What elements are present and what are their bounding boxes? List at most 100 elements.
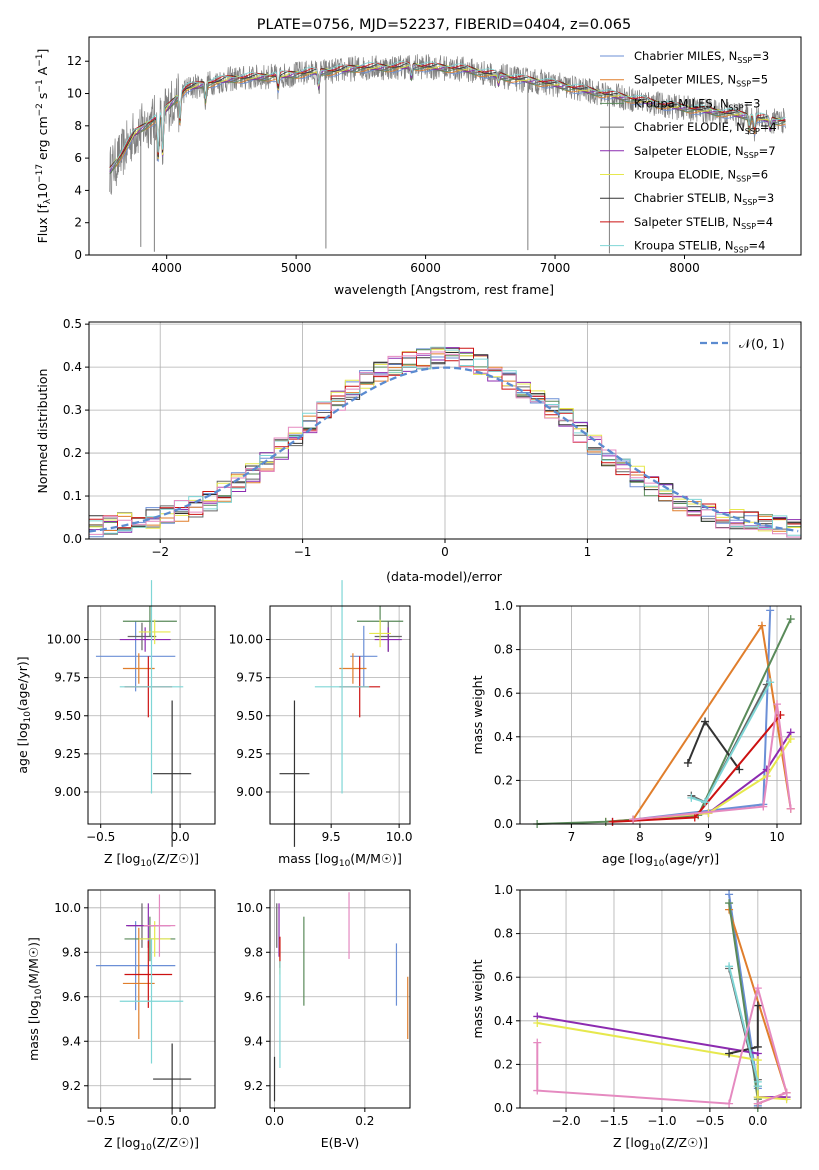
mass-vs-ebv-ytick-label: 9.4 <box>244 1034 263 1048</box>
residuals-xtick-label: −1 <box>294 545 312 559</box>
mass-vs-ebv-ytick-label: 9.8 <box>244 945 263 959</box>
weight-vs-z-xtick-label: −1.0 <box>647 1114 676 1128</box>
age-vs-mass-ytick-label: 9.00 <box>236 785 263 799</box>
mass-vs-z-ytick-label: 9.8 <box>62 945 81 959</box>
weight-vs-age-point-marker <box>683 758 692 767</box>
age-vs-z-ytick-label: 9.25 <box>54 747 81 761</box>
weight-vs-z-xlabel: Z [log10(Z/Z☉)] <box>613 1135 708 1153</box>
spectrum-frame <box>88 36 802 256</box>
weight-vs-age-xtick-label: 10 <box>769 830 784 844</box>
age-vs-z-frame <box>87 605 216 825</box>
mass-vs-z-ytick-label: 9.2 <box>62 1079 81 1093</box>
weight-vs-z-point-marker <box>753 984 762 993</box>
mass-vs-z-ytick-label: 9.4 <box>62 1034 81 1048</box>
weight-vs-age-point-marker <box>735 765 744 774</box>
legend-label: Salpeter ELODIE, NSSP=7 <box>634 144 776 160</box>
model-spectrum-line <box>109 67 786 173</box>
legend-label: Salpeter STELIB, NSSP=4 <box>634 215 773 231</box>
weight-vs-z-point-marker <box>725 1099 734 1108</box>
weight-vs-z-point-marker <box>753 1099 762 1108</box>
weight-vs-age-xtick-label: 9 <box>705 830 713 844</box>
weight-vs-z-ytick-label: 0.2 <box>494 1057 513 1071</box>
weight-vs-z-xtick-label: −0.5 <box>695 1114 724 1128</box>
weight-vs-age-ytick-label: 0.0 <box>494 817 513 831</box>
weight-vs-z-point-marker <box>533 1018 542 1027</box>
legend-label: Chabrier MILES, NSSP=3 <box>634 49 769 65</box>
weight-vs-z-ylabel: mass weight <box>470 959 485 1038</box>
residuals-frame <box>88 321 802 540</box>
weight-vs-z-ytick-label: 0.0 <box>494 1101 513 1115</box>
mass-vs-z-frame <box>87 889 216 1109</box>
age-vs-mass-frame <box>269 605 411 825</box>
age-vs-z-ylabel: age [log10(age/yr)] <box>15 656 33 773</box>
mass-vs-ebv-ytick-label: 9.2 <box>244 1079 263 1093</box>
mass-vs-ebv-ytick-label: 9.6 <box>244 990 263 1004</box>
age-vs-mass-ytick-label: 9.25 <box>236 747 263 761</box>
age-vs-z-xtick-label: −0.5 <box>86 830 115 844</box>
residual-histogram-step <box>89 351 801 538</box>
residuals-ytick-label: 0.1 <box>63 489 82 503</box>
age-vs-z-ytick-label: 9.00 <box>54 785 81 799</box>
spectrum-xtick-label: 6000 <box>410 261 441 275</box>
weight-vs-metallicity-panel: −2.0 −1.5 −1.0 −0.5 0.0 0.0 0.2 0.4 0.6 0.8 1.0 Z [… <box>470 883 802 1153</box>
age-vs-mass-xtick-label: 9.5 <box>322 830 341 844</box>
legend-label: Kroupa STELIB, NSSP=4 <box>634 239 765 255</box>
weight-vs-age-point-marker <box>629 815 638 824</box>
spectrum-ytick-label: 4 <box>74 183 82 197</box>
weight-vs-age-ytick-label: 0.4 <box>494 730 513 744</box>
age-vs-mass-xlabel: mass [log10(M/M☉)] <box>278 851 402 869</box>
spectrum-xtick-label: 5000 <box>281 261 312 275</box>
weight-vs-z-series-line <box>536 984 788 1105</box>
age-vs-mass-panel: 9.5 10.0 9.00 9.25 9.50 9.75 10.00 mass [log10(… <box>229 580 412 869</box>
weight-vs-age-point-marker <box>766 606 775 615</box>
weight-vs-age-ytick-label: 1.0 <box>494 599 513 613</box>
weight-vs-z-point-marker <box>725 899 734 908</box>
weight-vs-age-point-marker <box>757 621 766 630</box>
weight-vs-z-point-marker <box>782 1088 791 1097</box>
weight-vs-z-xtick-label: 0.0 <box>748 1114 767 1128</box>
residuals-ylabel: Normed distribution <box>35 369 50 494</box>
observed-spectrum-line <box>109 54 786 196</box>
weight-vs-age-frame <box>519 605 802 825</box>
legend-label: Kroupa MILES, NSSP=3 <box>634 96 760 112</box>
legend-label: Chabrier STELIB, NSSP=3 <box>634 191 774 207</box>
weight-vs-z-point-marker <box>725 890 734 899</box>
weight-vs-z-xtick-label: −1.5 <box>599 1114 628 1128</box>
spectrum-xtick-label: 7000 <box>540 261 571 275</box>
weight-vs-z-point-marker <box>725 1049 734 1058</box>
weight-vs-age-ylabel: mass weight <box>470 675 485 754</box>
spectrum-xtick-label: 4000 <box>151 261 182 275</box>
model-spectrum-line <box>109 61 786 170</box>
age-vs-z-ytick-label: 9.75 <box>54 671 81 685</box>
residuals-xtick-label: 1 <box>584 545 592 559</box>
mass-vs-z-xlabel: Z [log10(Z/Z☉)] <box>104 1135 199 1153</box>
spectrum-ytick-label: 8 <box>74 119 82 133</box>
mass-vs-z-ylabel: mass [log10(M/M☉)] <box>26 937 44 1061</box>
residuals-panel: −2 −1 0 1 2 0.0 0.1 0.2 0.3 0.4 0.5 𝒩(0, 1) <box>63 317 802 559</box>
spectrum-panel: 4000 5000 6000 7000 8000 0 2 4 6 8 10 12 <box>67 36 802 275</box>
weight-vs-age-point-marker <box>786 615 795 624</box>
mass-vs-ebv-xlabel: E(B-V) <box>321 1135 360 1150</box>
weight-vs-z-frame <box>519 889 802 1109</box>
spectrum-legend: Chabrier MILES, NSSP=3 Salpeter MILES, NS… <box>600 49 777 255</box>
spectrum-ytick-label: 0 <box>74 248 82 262</box>
residuals-ytick-label: 0.2 <box>63 446 82 460</box>
spectrum-xtick-label: 8000 <box>669 261 700 275</box>
model-spectrum-line <box>109 63 786 170</box>
residuals-ytick-label: 0.4 <box>63 360 82 374</box>
spectrum-title: PLATE=0756, MJD=52237, FIBERID=0404, z=0… <box>257 17 631 33</box>
weight-vs-age-ytick-label: 0.6 <box>494 686 513 700</box>
spectrum-ylabel: Flux [fλ10−17 erg cm−2 s−1 A−1] <box>35 49 53 244</box>
weight-vs-z-point-marker <box>725 962 734 971</box>
residuals-xtick-label: −2 <box>151 545 169 559</box>
weight-vs-z-point-marker <box>533 1086 542 1095</box>
spectrum-ytick-label: 2 <box>74 216 82 230</box>
mass-vs-z-ytick-label: 10.0 <box>54 901 81 915</box>
residuals-xlabel: (data-model)/error <box>386 569 503 584</box>
mass-vs-ebv-xtick-label: 0.0 <box>265 1114 284 1128</box>
mass-vs-z-xtick-label: 0.0 <box>171 1114 190 1128</box>
residuals-ytick-label: 0.3 <box>63 403 82 417</box>
spectrum-ytick-label: 12 <box>67 54 82 68</box>
legend-label: Kroupa ELODIE, NSSP=6 <box>634 168 768 184</box>
